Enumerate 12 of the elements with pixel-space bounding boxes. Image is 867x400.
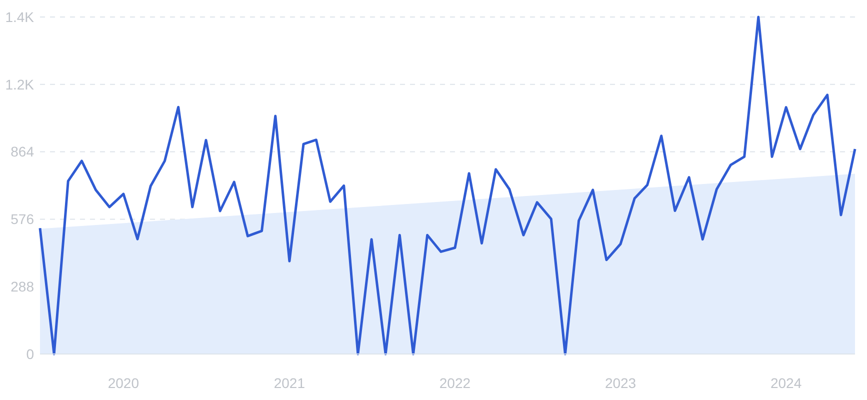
y-tick-label: 288 — [10, 278, 34, 294]
x-tick-label: 2021 — [274, 375, 306, 391]
y-tick-label: 1.2K — [5, 76, 35, 92]
y-tick-label: 864 — [10, 144, 34, 160]
x-tick-label: 2023 — [604, 375, 636, 391]
line-series — [38, 16, 856, 356]
y-tick-label: 576 — [10, 211, 34, 228]
x-tick-label: 2022 — [439, 375, 471, 391]
x-tick-label: 2020 — [108, 375, 140, 391]
x-tick-label: 2024 — [770, 375, 802, 391]
y-tick-label: 0 — [26, 346, 34, 362]
y-tick-label: 1.4K — [5, 8, 35, 25]
